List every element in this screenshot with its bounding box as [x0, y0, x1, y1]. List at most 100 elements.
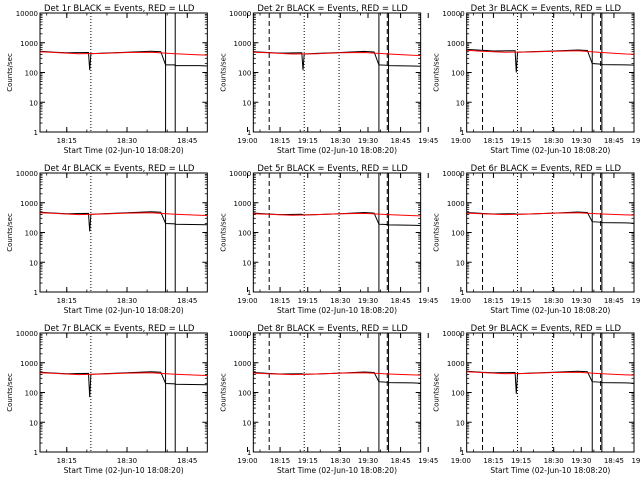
y-tick-label: 10000 [229, 170, 251, 178]
x-tick-label: 19:15 [298, 457, 318, 465]
panel-title: Det 4r BLACK = Events, RED = LLD [44, 164, 195, 174]
series-events [466, 48, 634, 73]
panel-title: Det 3r BLACK = Events, RED = LLD [471, 4, 622, 14]
x-tick-label: 19:00 [237, 457, 257, 465]
y-axis-label: Counts/sec [433, 373, 441, 412]
x-tick-label: 18:15 [483, 457, 503, 465]
series-events [40, 50, 208, 71]
y-tick-label: 1000 [447, 200, 465, 208]
y-tick-label: 1000 [447, 40, 465, 48]
x-tick-label: 19:45 [418, 457, 438, 465]
y-tick-label: 100 [25, 390, 38, 398]
x-tick-label: 19:00 [451, 297, 471, 305]
panel-3: Det 3r BLACK = Events, RED = LLD 1 10 100 10… [433, 4, 635, 155]
y-tick-label: 10000 [442, 170, 464, 178]
x-tick-label: 18:30 [117, 297, 137, 305]
y-tick-label: 10000 [229, 10, 251, 18]
panel-1: Det 1r BLACK = Events, RED = LLD 1 10 100 10… [6, 4, 438, 155]
panel-9: Det 9r BLACK = Events, RED = LLD 1 10 100 10… [433, 324, 635, 475]
y-tick-label: 1000 [20, 360, 38, 368]
y-tick-label: 1 [247, 449, 251, 457]
panel-2: Det 2r BLACK = Events, RED = LLD 1 10 100 10… [219, 4, 640, 155]
y-tick-label: 1 [460, 289, 464, 297]
x-tick-label: 18:15 [57, 137, 77, 145]
y-tick-label: 10 [242, 419, 251, 427]
y-tick-label: 1 [34, 289, 38, 297]
y-axis-label: Counts/sec [219, 213, 227, 252]
x-tick-label: 19:30 [358, 137, 378, 145]
y-tick-label: 10 [29, 419, 38, 427]
x-tick-label: 18:45 [177, 457, 197, 465]
y-tick-label: 1 [247, 129, 251, 137]
x-tick-label: 19:30 [358, 457, 378, 465]
y-tick-label: 1 [34, 129, 38, 137]
x-tick-label: 18:30 [330, 297, 350, 305]
x-tick-label: 19:30 [571, 137, 591, 145]
y-axis-label: Counts/sec [219, 53, 227, 92]
y-axis-label: Counts/sec [433, 213, 441, 252]
x-axis-label: Start Time (02-Jun-10 18:08:20) [490, 146, 610, 155]
series-events [40, 371, 208, 398]
x-tick-label: 19:45 [418, 297, 438, 305]
y-tick-label: 10 [456, 259, 465, 267]
x-tick-label: 19:45 [631, 457, 640, 465]
panel-8: Det 8r BLACK = Events, RED = LLD 1 10 100 10… [219, 324, 640, 475]
plot-frame [252, 172, 422, 293]
x-tick-label: 18:30 [544, 297, 564, 305]
x-tick-label: 18:15 [483, 137, 503, 145]
x-tick-label: 19:30 [571, 457, 591, 465]
x-tick-label: 18:30 [117, 457, 137, 465]
y-tick-label: 10000 [16, 330, 38, 338]
plot-frame [252, 12, 422, 133]
panel-6: Det 6r BLACK = Events, RED = LLD 1 10 100 10… [433, 164, 635, 315]
x-tick-label: 19:15 [298, 137, 318, 145]
y-tick-label: 10000 [16, 170, 38, 178]
x-tick-label: 19:15 [511, 137, 531, 145]
x-tick-label: 18:45 [604, 457, 624, 465]
panel-title: Det 8r BLACK = Events, RED = LLD [257, 324, 408, 334]
x-tick-label: 19:15 [298, 297, 318, 305]
panel-5: Det 5r BLACK = Events, RED = LLD 1 10 100 10… [219, 164, 640, 315]
plot-frame [252, 332, 422, 453]
y-tick-label: 100 [451, 390, 464, 398]
y-tick-label: 10 [242, 259, 251, 267]
series-lld [253, 212, 421, 217]
x-tick-label: 18:15 [57, 297, 77, 305]
x-tick-label: 18:15 [483, 297, 503, 305]
x-tick-label: 19:15 [511, 457, 531, 465]
panel-title: Det 1r BLACK = Events, RED = LLD [44, 4, 195, 14]
series-events [40, 211, 208, 232]
x-tick-label: 19:00 [237, 297, 257, 305]
panel-title: Det 5r BLACK = Events, RED = LLD [257, 164, 408, 174]
y-tick-label: 1000 [447, 360, 465, 368]
panel-title: Det 7r BLACK = Events, RED = LLD [44, 324, 195, 334]
x-tick-label: 18:45 [390, 457, 410, 465]
x-tick-label: 18:45 [177, 297, 197, 305]
x-tick-label: 18:45 [604, 297, 624, 305]
x-axis-label: Start Time (02-Jun-10 18:08:20) [64, 146, 184, 155]
x-axis-label: Start Time (02-Jun-10 18:08:20) [490, 306, 610, 315]
x-axis-label: Start Time (02-Jun-10 18:08:20) [277, 146, 397, 155]
series-lld [466, 49, 634, 55]
x-tick-label: 19:30 [358, 297, 378, 305]
plot-frame [39, 172, 208, 293]
y-axis-label: Counts/sec [6, 373, 14, 412]
series-lld [466, 371, 634, 376]
x-axis-label: Start Time (02-Jun-10 18:08:20) [277, 306, 397, 315]
y-tick-label: 1000 [20, 40, 38, 48]
y-tick-label: 10 [456, 419, 465, 427]
x-tick-label: 19:30 [571, 297, 591, 305]
series-events [466, 370, 634, 394]
x-tick-label: 18:45 [177, 137, 197, 145]
y-tick-label: 100 [451, 70, 464, 78]
y-tick-label: 10000 [16, 10, 38, 18]
y-tick-label: 100 [25, 70, 38, 78]
x-tick-label: 19:00 [451, 137, 471, 145]
x-tick-label: 19:45 [631, 137, 640, 145]
y-axis-label: Counts/sec [433, 53, 441, 92]
x-tick-label: 19:00 [237, 137, 257, 145]
y-tick-label: 10000 [442, 330, 464, 338]
x-axis-label: Start Time (02-Jun-10 18:08:20) [64, 466, 184, 475]
x-tick-label: 19:00 [451, 457, 471, 465]
